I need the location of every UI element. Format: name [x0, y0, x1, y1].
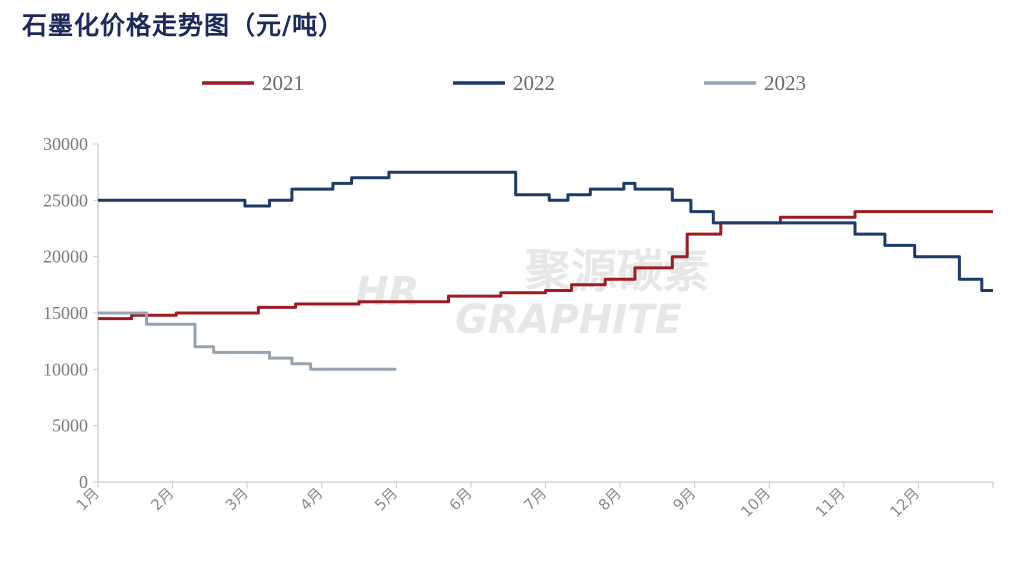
y-tick-label: 0	[79, 472, 88, 492]
x-tick-label: 6月	[446, 484, 476, 514]
x-tick-label: 9月	[669, 484, 699, 514]
legend: 2021 2022 2023	[202, 71, 806, 95]
legend-label-2023: 2023	[764, 71, 806, 95]
watermark-brand-en: GRAPHITE	[455, 297, 682, 343]
x-tick-label: 7月	[520, 484, 550, 514]
x-tick-label: 4月	[296, 484, 326, 514]
legend-label-2021: 2021	[262, 71, 304, 95]
watermark-logo: HR	[355, 269, 419, 315]
x-tick-label: 3月	[222, 484, 252, 514]
series-line-2022	[98, 170, 993, 292]
y-tick-label: 10000	[43, 359, 88, 379]
chart-title: 石墨化价格走势图（元/吨）	[22, 11, 345, 40]
x-tick-label: 12月	[886, 484, 923, 521]
x-tick-label: 1月	[73, 484, 103, 514]
x-tick-label: 8月	[595, 484, 625, 514]
y-tick-label: 5000	[52, 416, 88, 436]
y-tick-label: 25000	[43, 190, 88, 210]
legend-label-2022: 2022	[513, 71, 555, 95]
series-group	[98, 170, 993, 371]
series-line-2023	[98, 311, 397, 371]
y-tick-label: 20000	[43, 247, 88, 267]
x-tick-label: 11月	[812, 484, 849, 521]
x-tick-label: 2月	[147, 484, 177, 514]
watermark: HR 聚源碳素 GRAPHITE	[355, 244, 709, 343]
series-line-2021	[98, 210, 993, 321]
y-tick-label: 30000	[43, 134, 88, 154]
y-tick-label: 15000	[43, 303, 88, 323]
x-tick-label: 10月	[737, 484, 774, 521]
x-tick-label: 5月	[371, 484, 401, 514]
